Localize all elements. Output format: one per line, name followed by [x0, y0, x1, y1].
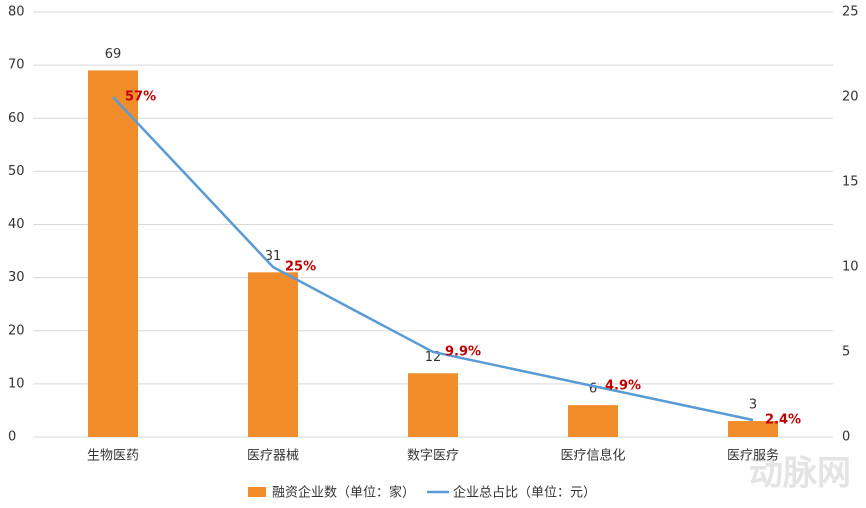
bar-value-label: 31 [265, 249, 282, 264]
y2-tick-label: 15 [842, 175, 859, 190]
y-tick-label: 10 [8, 376, 25, 391]
x-tick-label: 生物医药 [87, 449, 139, 464]
bar-value-label: 6 [589, 382, 597, 397]
line [112, 96, 754, 422]
y2-tick-label: 20 [842, 90, 859, 105]
bar [568, 405, 618, 437]
legend-label: 企业总占比（单位：元） [453, 485, 596, 501]
x-tick-label: 医疗服务 [727, 448, 779, 464]
legend-swatch [248, 487, 266, 497]
y2-tick-label: 10 [842, 260, 859, 275]
y2-tick-label: 25 [842, 5, 859, 20]
y-tick-label: 40 [8, 217, 25, 232]
bar [88, 70, 138, 437]
y-tick-label: 70 [8, 58, 25, 73]
y2-tick-label: 5 [842, 345, 850, 360]
point-label: 9.9% [445, 345, 481, 360]
point-label: 4.9% [605, 379, 641, 394]
bar [248, 272, 298, 437]
x-tick-label: 数字医疗 [407, 449, 459, 464]
x-tick-label: 医疗器械 [247, 449, 299, 464]
point-label: 57% [125, 90, 156, 105]
bar [408, 373, 458, 437]
watermark: 动脉网 [749, 454, 851, 494]
y-tick-label: 80 [8, 5, 25, 20]
y-tick-label: 20 [8, 323, 25, 338]
y2-tick-label: 0 [842, 430, 850, 445]
y-tick-label: 60 [8, 111, 25, 126]
bar-value-label: 3 [749, 398, 757, 413]
y-tick-label: 50 [8, 164, 25, 179]
y-tick-label: 30 [8, 270, 25, 285]
y-tick-label: 0 [8, 430, 16, 445]
point-label: 25% [285, 260, 316, 275]
point-label: 2.4% [765, 413, 801, 428]
bar-value-label: 69 [105, 47, 122, 62]
bar [728, 421, 778, 437]
x-tick-label: 医疗信息化 [560, 448, 625, 464]
legend-label: 融资企业数（单位：家） [272, 485, 415, 501]
